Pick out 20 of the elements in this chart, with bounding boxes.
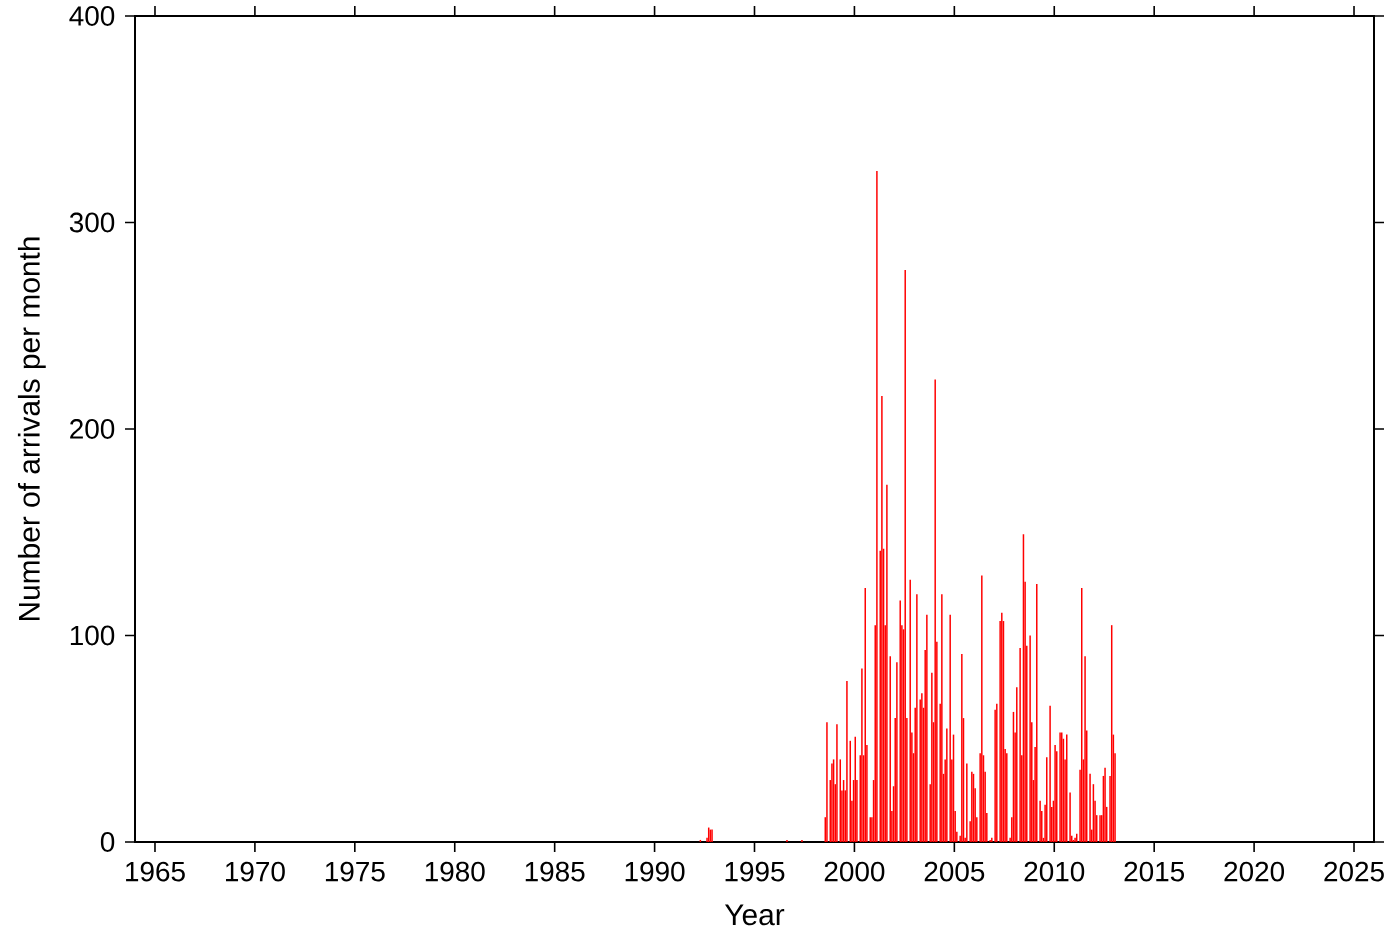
- x-tick-label: 1985: [525, 861, 585, 882]
- x-tick-label: 2020: [1224, 861, 1285, 882]
- x-tick-label: 1965: [126, 861, 185, 882]
- y-tick-label: 300: [69, 212, 115, 233]
- y-tick-label: 200: [70, 419, 115, 439]
- x-tick-label: 2010: [1024, 861, 1085, 882]
- x-tick-label: 1995: [725, 861, 785, 882]
- x-tick-label: 2000: [824, 861, 885, 882]
- x-tick-label: 2025: [1324, 861, 1384, 882]
- x-tick-label: 1990: [625, 861, 685, 882]
- x-tick-label: 1970: [226, 861, 285, 882]
- y-tick-label: 400: [69, 6, 115, 26]
- y-tick-label: 0: [100, 832, 115, 852]
- x-tick-label: 1980: [425, 861, 485, 882]
- x-tick-label: 2015: [1124, 861, 1185, 882]
- x-tick-label: 2005: [924, 861, 985, 882]
- x-tick-label: 1975: [325, 861, 385, 882]
- x-axis-title: Year: [724, 904, 785, 926]
- y-axis-title: Number of arrivals per month: [17, 237, 46, 621]
- y-tick-label: 100: [70, 625, 115, 646]
